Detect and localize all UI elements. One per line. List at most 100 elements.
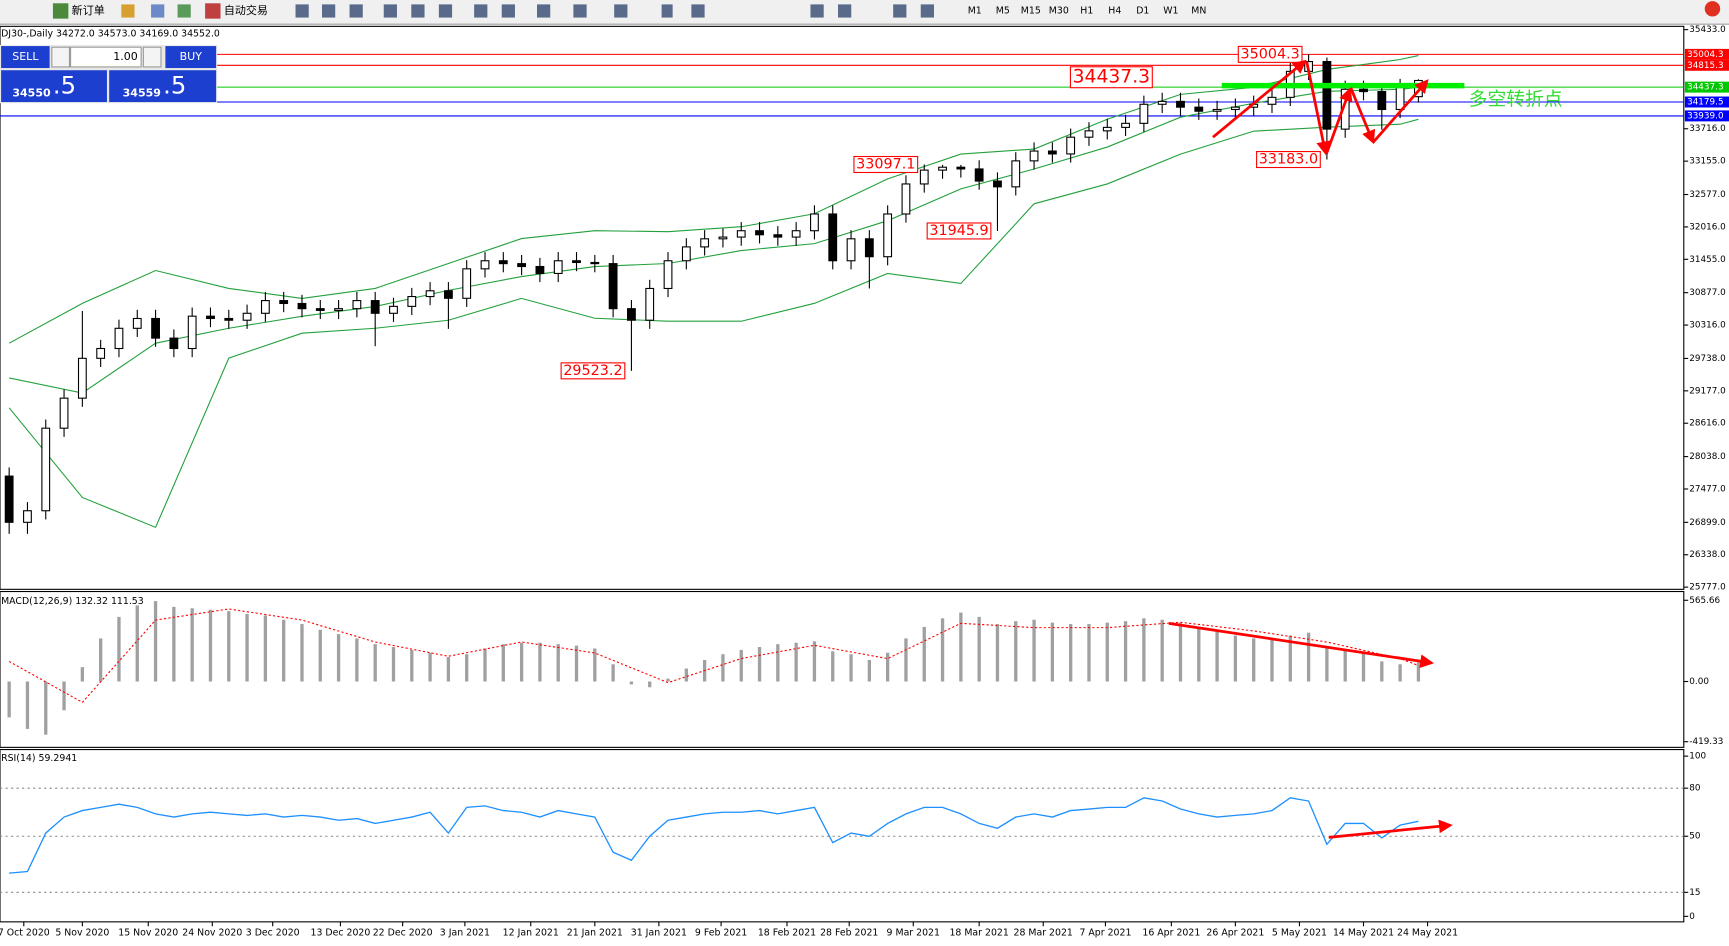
timeframe-button[interactable]: M5 xyxy=(996,5,1010,16)
rsi-divergence-arrow xyxy=(1328,819,1453,839)
candle-body xyxy=(773,234,783,238)
candle-body xyxy=(96,347,106,359)
candle-body xyxy=(901,183,911,215)
tool-icon[interactable] xyxy=(810,4,824,18)
candle-body xyxy=(608,263,618,310)
candle-body xyxy=(553,260,563,275)
timeframe-button[interactable]: M15 xyxy=(1021,5,1041,16)
candle-body xyxy=(242,312,252,321)
chart-tools[interactable] xyxy=(295,4,934,18)
candle-body xyxy=(206,315,215,320)
timeframe-button[interactable]: M30 xyxy=(1049,5,1069,16)
timeframe-bar: M1 M5 M15 M30 H1 H4 D1 W1 MN xyxy=(968,5,1207,16)
timeframe-button[interactable]: D1 xyxy=(1136,5,1149,16)
tool-icon[interactable] xyxy=(661,4,673,18)
candle-body xyxy=(883,213,893,258)
tool-icon[interactable] xyxy=(838,4,852,18)
price-annotation-box xyxy=(1069,66,1153,89)
auto-trading-button[interactable]: 自动交易 xyxy=(224,3,268,17)
tool-icon[interactable] xyxy=(920,4,934,18)
macd-bar xyxy=(812,641,817,682)
macd-bar xyxy=(373,644,377,682)
macd-signal xyxy=(8,608,1419,704)
candle-body xyxy=(1267,96,1277,105)
y-tick-label: 31455.0 xyxy=(1689,255,1726,265)
arrow xyxy=(1371,79,1429,144)
x-tick-label: 28 Mar 2021 xyxy=(1014,927,1073,938)
price-annotation-box xyxy=(1256,151,1321,169)
timeframe-button[interactable]: M1 xyxy=(968,5,982,16)
sell-price-fraction[interactable]: .5 xyxy=(53,72,76,100)
candle-body xyxy=(151,317,160,339)
macd-bar xyxy=(556,644,560,682)
sell-label[interactable]: SELL xyxy=(12,50,39,63)
y-tick-label: 565.66 xyxy=(1689,596,1720,606)
lot-down[interactable] xyxy=(51,46,71,68)
trade-panel: SELL 1.00 BUY 34550 .5 34559 .5 xyxy=(0,44,218,104)
tool-icon[interactable] xyxy=(438,4,453,18)
x-tick-label: 28 Feb 2021 xyxy=(820,927,878,938)
lot-input[interactable] xyxy=(70,46,142,68)
tool-icon[interactable] xyxy=(177,4,191,18)
sell-price-box[interactable] xyxy=(1,70,107,103)
sell-price[interactable]: 34550 xyxy=(12,86,51,99)
tool-icon[interactable] xyxy=(474,4,488,18)
candle-body xyxy=(59,397,69,429)
auto-trading-icon[interactable] xyxy=(205,3,221,19)
macd-bar xyxy=(794,642,798,682)
timeframe-button[interactable]: H4 xyxy=(1108,5,1121,16)
tool-icon[interactable] xyxy=(321,4,336,18)
macd-bar xyxy=(7,681,11,718)
new-order-icon[interactable] xyxy=(52,3,69,19)
candle-body xyxy=(572,260,581,264)
buy-price-fraction[interactable]: .5 xyxy=(163,72,186,100)
y-tick-label: 80 xyxy=(1689,784,1701,794)
x-tick-label: 7 Oct 2020 xyxy=(0,927,50,938)
notification-icon[interactable] xyxy=(1704,1,1721,17)
timeframe-button[interactable]: MN xyxy=(1191,5,1206,16)
tool-icon[interactable] xyxy=(411,4,425,18)
candle-body xyxy=(132,317,142,329)
buy-price-box[interactable] xyxy=(109,70,217,103)
price-annotation: 33097.1 xyxy=(856,157,915,173)
new-order-button[interactable]: 新订单 xyxy=(72,3,105,17)
y-tick-label: 28038.0 xyxy=(1689,452,1726,462)
candle-body xyxy=(1194,106,1204,112)
buy-price[interactable]: 34559 xyxy=(123,86,161,99)
buy-button[interactable] xyxy=(165,46,217,69)
tool-icon[interactable] xyxy=(349,4,363,18)
macd-bar xyxy=(1398,664,1402,682)
buy-label[interactable]: BUY xyxy=(180,50,203,63)
macd-bar xyxy=(885,652,890,682)
macd-bar xyxy=(172,606,176,682)
tool-icon[interactable] xyxy=(573,4,587,18)
tool-icon[interactable] xyxy=(501,4,515,18)
candle-body xyxy=(1359,88,1368,93)
tool-icon[interactable] xyxy=(614,4,628,18)
macd-bar xyxy=(1252,638,1256,682)
tool-icon[interactable] xyxy=(383,4,397,18)
y-tick-label: 26338.0 xyxy=(1689,550,1726,560)
macd-bar xyxy=(336,634,341,682)
tool-icon[interactable] xyxy=(151,4,165,18)
macd-bar xyxy=(757,647,762,682)
tool-icon[interactable] xyxy=(121,4,135,18)
x-tick-label: 15 Nov 2020 xyxy=(118,927,178,938)
price-annotation-box xyxy=(560,362,626,380)
candle-body xyxy=(846,238,856,262)
tool-icon[interactable] xyxy=(295,4,309,18)
timeframe-button[interactable]: W1 xyxy=(1163,5,1178,16)
macd-bar xyxy=(99,638,103,682)
macd-bar xyxy=(263,615,268,682)
macd-bar xyxy=(1306,632,1311,682)
bollinger-lower xyxy=(8,118,1419,529)
tool-icon[interactable] xyxy=(537,4,551,18)
tool-icon[interactable] xyxy=(691,4,705,18)
sell-button[interactable] xyxy=(1,46,50,69)
macd-bar xyxy=(1416,662,1421,682)
timeframe-button[interactable]: H1 xyxy=(1080,5,1093,16)
lot-up[interactable] xyxy=(142,46,162,68)
arrow xyxy=(1325,87,1353,155)
lot-value[interactable]: 1.00 xyxy=(113,50,138,63)
tool-icon[interactable] xyxy=(893,4,907,18)
